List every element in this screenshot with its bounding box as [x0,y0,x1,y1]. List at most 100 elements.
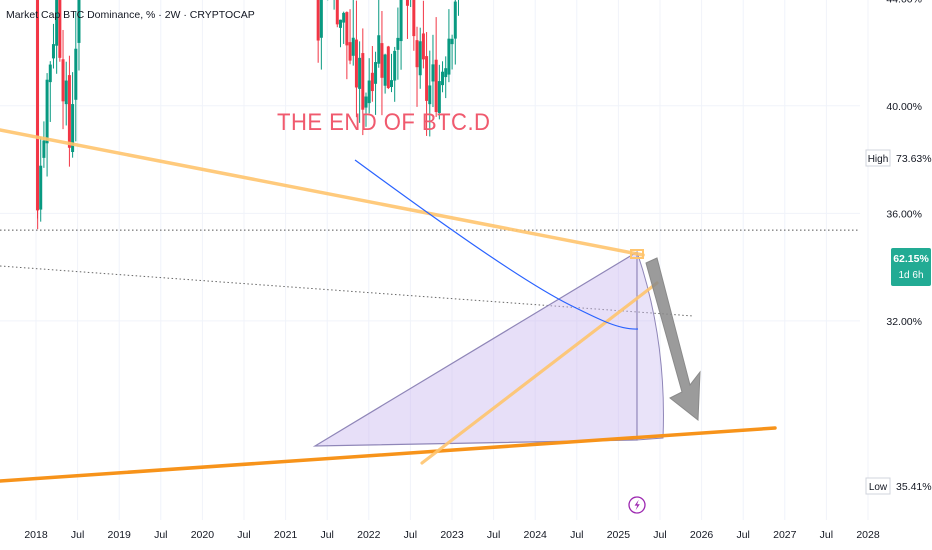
low-value: 35.41% [896,481,932,493]
candle-body [370,72,374,92]
x-tick-label: Jul [154,529,167,541]
candle-body [399,0,403,42]
high-label-box [865,149,891,167]
candle [434,17,438,117]
candle [380,11,384,116]
candle-body [335,0,339,25]
last-price-value: 62.15% [893,253,929,265]
candle-body [77,0,81,43]
candle [55,0,59,74]
candle-body [67,75,71,148]
candle-body [434,59,438,113]
candle [393,46,397,102]
candle-body [415,40,419,68]
candle-body [55,0,59,46]
candle-body [374,62,378,84]
candle [386,45,390,90]
moving-average-line [354,159,639,330]
candle-body [338,19,342,28]
x-tick-label: 2021 [274,529,298,541]
candle-body [386,46,390,89]
low-label: Low [869,482,888,493]
x-tick-label: Jul [237,529,250,541]
candle [316,0,320,63]
candle [338,19,342,48]
candle-body [61,59,65,102]
x-tick-label: 2018 [24,529,48,541]
lightning-icon[interactable] [628,496,646,514]
candle-body [428,85,432,105]
x-tick-label: Jul [71,529,84,541]
trendlines-layer [0,128,777,483]
candle-body [412,0,416,37]
x-tick-label: 2026 [690,529,714,541]
y-tick-label: 40.00% [886,101,922,113]
candle [450,34,454,70]
candle-body [64,80,68,105]
candle [418,27,422,89]
candle [367,58,371,114]
x-tick-label: 2022 [357,529,381,541]
forecast-arrow [645,257,701,421]
candle-body [431,64,435,82]
candle [410,0,412,7]
apex-marker [630,249,644,259]
candle-body [71,104,75,153]
high-label: High [868,154,889,165]
low-badge: Low 35.41% [865,477,932,495]
high-value: 73.63% [896,153,932,165]
candle-body [345,12,349,46]
symbol-title[interactable]: Market Cap BTC Dominance, % · 2W · CRYPT… [6,9,255,21]
candle [36,0,40,219]
candle [361,28,365,136]
y-axis: 32.00%36.00%40.00%44.00%48.00%52.00%56.0… [886,0,922,328]
channel-trendline [420,281,659,465]
candle [421,0,425,69]
candle-body [390,80,394,87]
x-tick-label: 2028 [856,529,880,541]
candle-body [348,42,352,61]
candle-body [377,35,381,64]
candle [453,0,457,65]
candle [42,121,46,168]
x-tick-label: 2025 [607,529,631,541]
candle [335,0,339,28]
x-tick-label: 2024 [524,529,548,541]
x-tick-label: 2020 [191,529,215,541]
drawings-layer [0,229,860,447]
candle [67,55,71,167]
candle [342,11,346,44]
candle-body [453,1,457,39]
candle [390,53,394,93]
candle [45,73,49,177]
candle-body [39,165,43,210]
x-tick-label: Jul [653,529,666,541]
candle-body [393,50,397,81]
candle [74,11,78,142]
candle-body [450,38,454,45]
candle [374,51,378,115]
candle-body [364,96,368,108]
candle [319,0,323,70]
candle [399,0,403,70]
candle-body [396,37,400,50]
x-tick-label: Jul [404,529,417,541]
candle [415,26,419,107]
support-trendline [0,426,777,483]
candle [64,61,68,126]
candle-body [354,39,358,88]
x-tick-label: Jul [820,529,833,541]
candle-body [441,71,445,86]
candle-body [367,80,371,104]
candle-body [361,53,365,110]
candle [441,61,445,93]
resistance-trendline [0,128,645,257]
candle [437,64,441,120]
candle-body [74,48,78,100]
candle-body [316,0,320,41]
candle-body [36,0,40,211]
candle-body [358,57,362,89]
candle [364,92,368,127]
candle [444,56,448,99]
candle-body [383,54,387,86]
